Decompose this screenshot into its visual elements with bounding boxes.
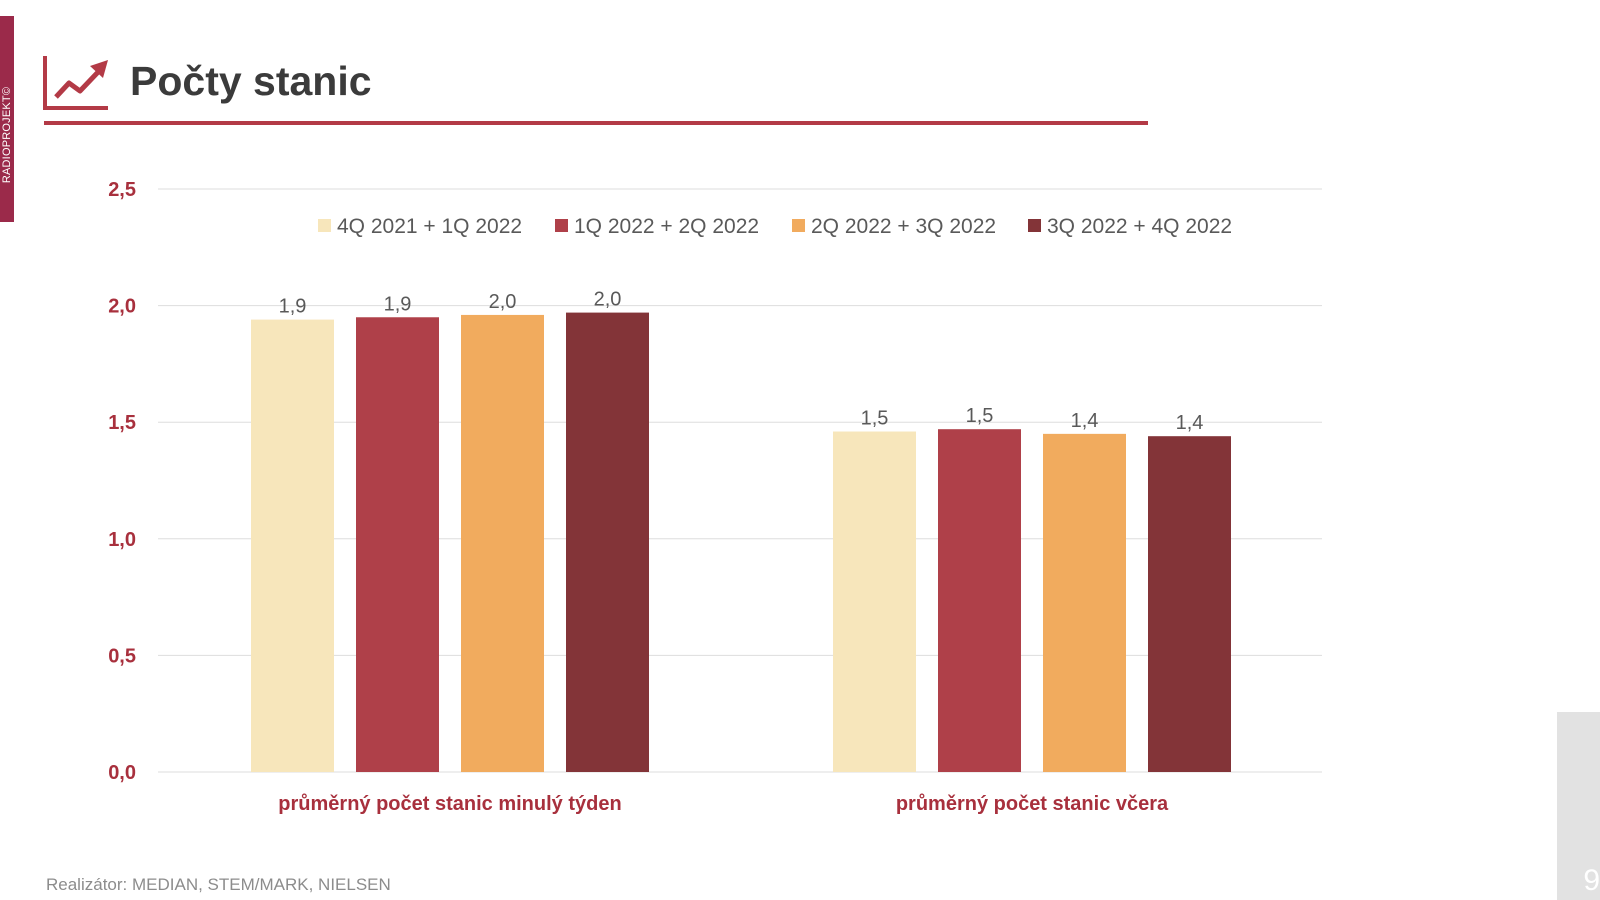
data-label: 2,0 bbox=[594, 289, 622, 311]
trend-up-icon bbox=[43, 56, 108, 110]
data-label: 2,0 bbox=[489, 291, 517, 313]
y-tick-label: 0,0 bbox=[108, 762, 136, 784]
page-number: 9 bbox=[1583, 864, 1600, 897]
legend-swatch bbox=[1028, 219, 1041, 232]
page-title: Počty stanic bbox=[130, 58, 372, 104]
legend-label: 2Q 2022 + 3Q 2022 bbox=[811, 215, 996, 238]
bar-series-4-cat-1 bbox=[566, 312, 649, 772]
legend-label: 3Q 2022 + 4Q 2022 bbox=[1047, 215, 1232, 238]
bar-series-2-cat-1 bbox=[356, 317, 439, 772]
title-divider bbox=[44, 121, 1148, 125]
data-label: 1,9 bbox=[279, 296, 307, 318]
data-label: 1,9 bbox=[384, 293, 412, 315]
bar-series-3-cat-1 bbox=[461, 314, 544, 772]
footer-source: Realizátor: MEDIAN, STEM/MARK, NIELSEN bbox=[46, 875, 391, 894]
page-number-box: 9 bbox=[1557, 712, 1600, 900]
legend-label: 4Q 2021 + 1Q 2022 bbox=[337, 215, 522, 238]
bar-series-1-cat-2 bbox=[833, 431, 916, 772]
brand-side-tab: RADIOPROJEKT© bbox=[0, 16, 14, 222]
legend-swatch bbox=[318, 219, 331, 232]
legend-swatch bbox=[792, 219, 805, 232]
data-label: 1,5 bbox=[966, 405, 994, 427]
bar-series-1-cat-1 bbox=[251, 319, 334, 772]
y-tick-label: 0,5 bbox=[108, 645, 136, 667]
legend-swatch bbox=[555, 219, 568, 232]
y-tick-label: 1,0 bbox=[108, 529, 136, 551]
bar-series-2-cat-2 bbox=[938, 429, 1021, 772]
legend-label: 1Q 2022 + 2Q 2022 bbox=[574, 215, 759, 238]
y-tick-label: 2,5 bbox=[108, 179, 136, 201]
bar-series-4-cat-2 bbox=[1148, 436, 1231, 772]
category-label: průměrný počet stanic včera bbox=[896, 793, 1169, 815]
y-tick-label: 2,0 bbox=[108, 296, 136, 318]
category-label: průměrný počet stanic minulý týden bbox=[278, 793, 621, 815]
y-tick-label: 1,5 bbox=[108, 412, 136, 434]
data-label: 1,4 bbox=[1071, 410, 1099, 432]
data-label: 1,5 bbox=[861, 408, 889, 430]
bar-series-3-cat-2 bbox=[1043, 433, 1126, 772]
data-label: 1,4 bbox=[1176, 412, 1204, 434]
